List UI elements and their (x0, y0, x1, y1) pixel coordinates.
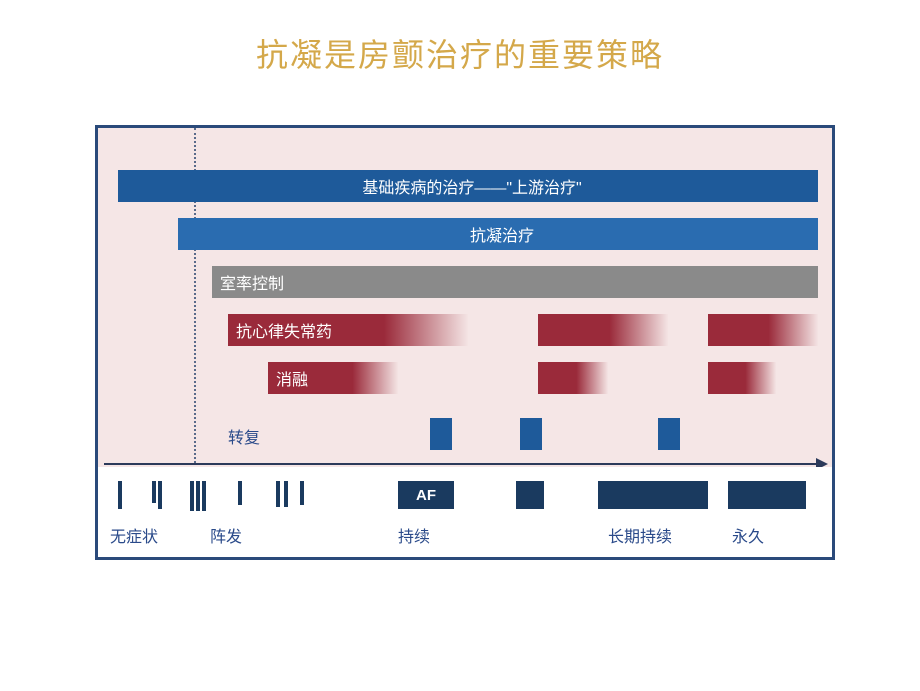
bar-ablation: 消融 (268, 362, 398, 394)
bar-anticoag-label: 抗凝治疗 (470, 222, 534, 246)
slide-title: 抗凝是房颤治疗的重要策略 (0, 0, 920, 76)
timeline-band: AF 无症状阵发持续长期持续永久 (98, 467, 832, 557)
cardiovert-label: 转复 (228, 424, 260, 448)
bar-anticoag: 抗凝治疗 (178, 218, 818, 250)
bar-ablation-label: 消融 (276, 366, 308, 390)
bar-aad-label: 抗心律失常药 (236, 318, 332, 342)
bar-rate-label: 室率控制 (220, 270, 284, 294)
bar-upstream-label: 基础疾病的治疗——"上游治疗" (362, 174, 581, 198)
bar-aad: 抗心律失常药 (228, 314, 468, 346)
bar-upstream: 基础疾病的治疗——"上游治疗" (118, 170, 818, 202)
chart-frame: 基础疾病的治疗——"上游治疗" 抗凝治疗 室率控制 抗心律失常药 消融 转复 A… (95, 125, 835, 560)
timeline-axis (104, 463, 816, 465)
bar-rate: 室率控制 (212, 266, 818, 298)
